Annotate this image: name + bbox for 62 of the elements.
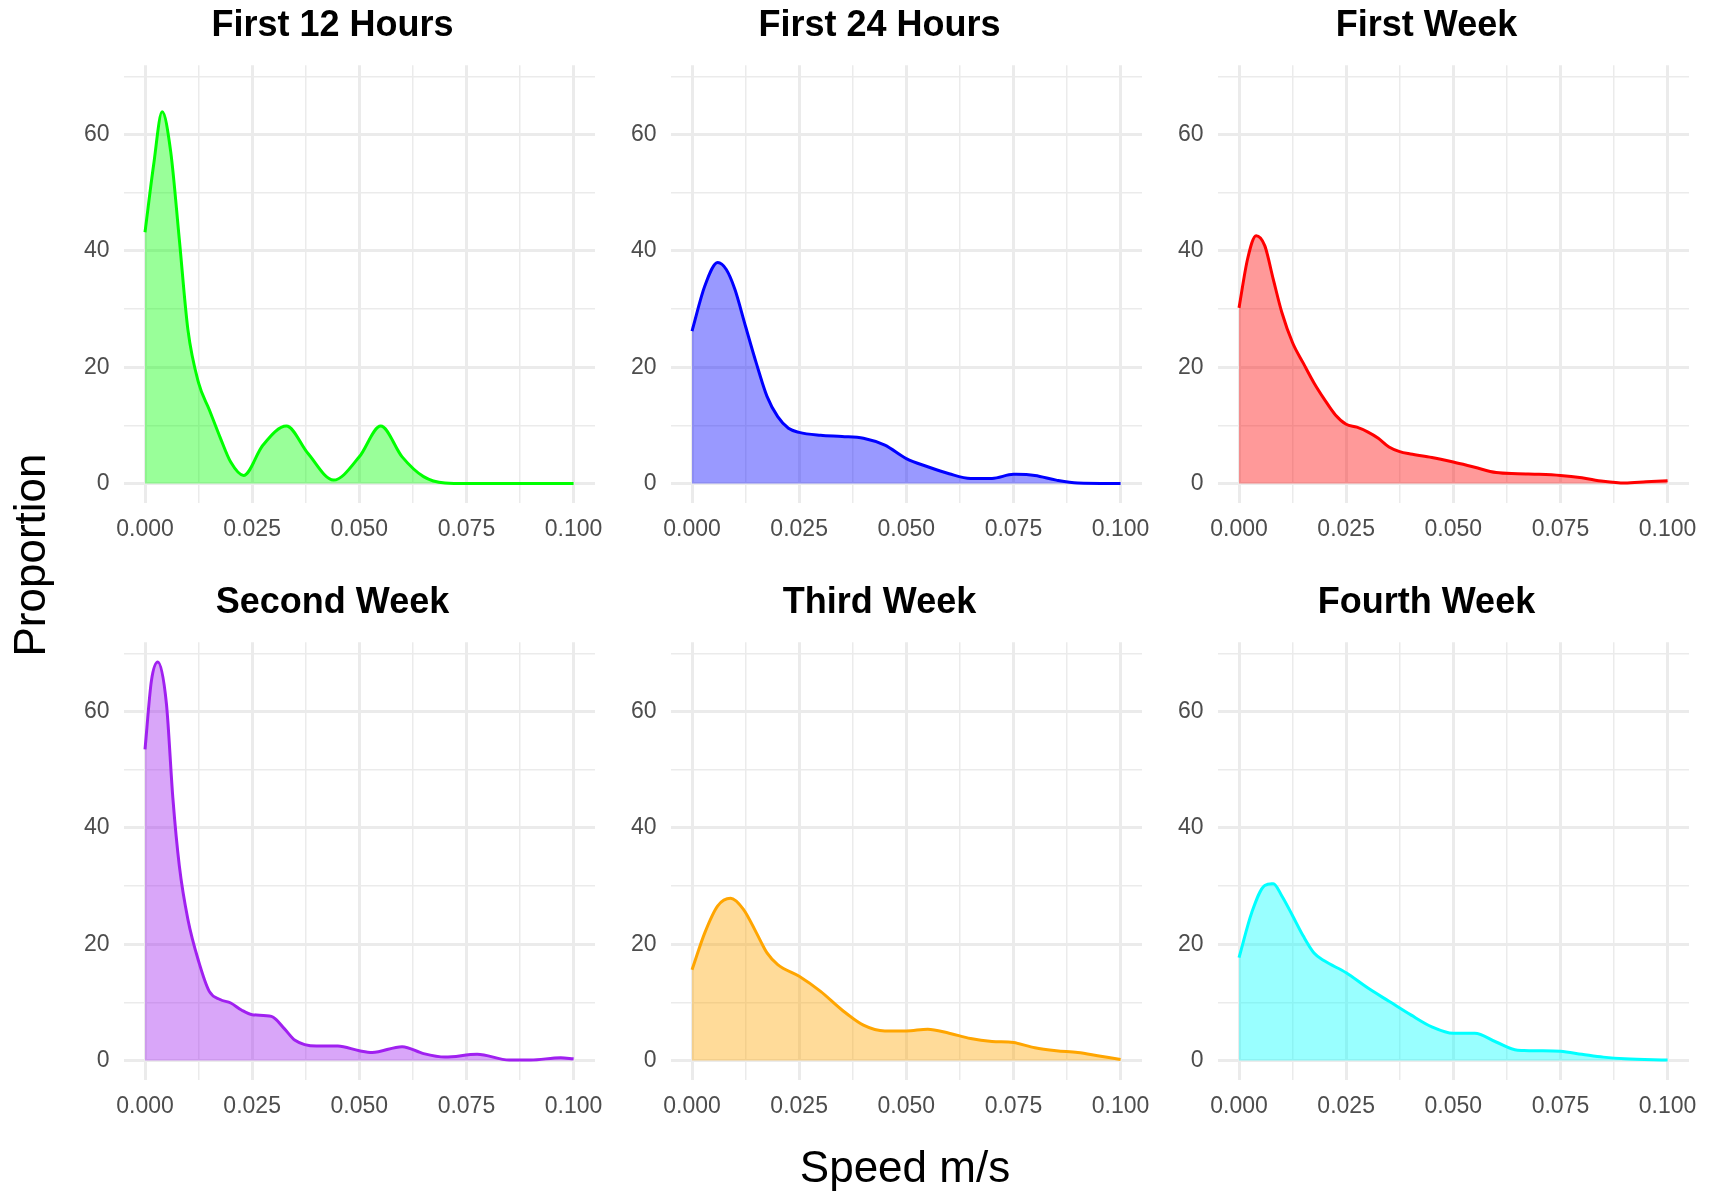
x-tick-label: 0.025 xyxy=(770,514,828,541)
x-tick-label: 0.025 xyxy=(770,1091,828,1118)
x-axis-title: Speed m/s xyxy=(799,1142,1011,1192)
x-tick-label: 0.050 xyxy=(330,1091,389,1118)
x-tick-label: 0.050 xyxy=(1424,514,1483,541)
x-tick-label: 0.025 xyxy=(1317,1091,1375,1118)
x-tick-label: 0.075 xyxy=(437,514,496,541)
chart-title: First 12 Hours xyxy=(211,2,454,44)
y-tick-label: 60 xyxy=(1177,696,1204,723)
x-tick-label: 0.025 xyxy=(223,1091,281,1118)
x-tick-label: 0.100 xyxy=(544,1091,603,1118)
y-tick-label: 0 xyxy=(96,468,110,495)
y-tick-label: 60 xyxy=(630,696,657,723)
y-tick-label: 0 xyxy=(643,1045,657,1072)
y-tick-label: 20 xyxy=(83,929,110,956)
x-tick-label: 0.100 xyxy=(1091,514,1150,541)
x-tick-label: 0.075 xyxy=(984,514,1043,541)
y-tick-label: 20 xyxy=(630,352,657,379)
x-tick-label: 0.100 xyxy=(1638,1091,1697,1118)
x-tick-label: 0.075 xyxy=(1531,1091,1590,1118)
x-tick-label: 0.075 xyxy=(437,1091,496,1118)
y-tick-label: 60 xyxy=(83,696,110,723)
x-tick-label: 0.000 xyxy=(116,1091,174,1118)
y-tick-label: 40 xyxy=(1177,236,1204,263)
x-tick-label: 0.000 xyxy=(663,1091,721,1118)
y-tick-label: 0 xyxy=(643,468,657,495)
x-tick-label: 0.100 xyxy=(1638,514,1697,541)
x-tick-label: 0.025 xyxy=(223,514,281,541)
chart-title: Second Week xyxy=(215,579,451,621)
x-tick-label: 0.000 xyxy=(663,514,721,541)
x-tick-label: 0.025 xyxy=(1317,514,1375,541)
x-tick-label: 0.050 xyxy=(877,514,936,541)
x-tick-label: 0.000 xyxy=(116,514,174,541)
y-tick-label: 40 xyxy=(83,813,110,840)
x-tick-label: 0.050 xyxy=(330,514,389,541)
x-tick-label: 0.100 xyxy=(544,514,603,541)
chart-title: First Week xyxy=(1335,2,1519,44)
y-tick-label: 20 xyxy=(630,929,657,956)
y-tick-label: 60 xyxy=(630,119,657,146)
x-tick-label: 0.100 xyxy=(1091,1091,1150,1118)
x-tick-label: 0.050 xyxy=(1424,1091,1483,1118)
y-tick-label: 20 xyxy=(1177,929,1204,956)
chart-title: First 24 Hours xyxy=(758,2,1001,44)
chart-title: Third Week xyxy=(782,579,978,621)
x-tick-label: 0.000 xyxy=(1210,514,1268,541)
y-tick-label: 40 xyxy=(1177,813,1204,840)
x-tick-label: 0.075 xyxy=(984,1091,1043,1118)
y-tick-label: 0 xyxy=(1190,1045,1204,1072)
y-tick-label: 60 xyxy=(1177,119,1204,146)
y-tick-label: 0 xyxy=(96,1045,110,1072)
y-tick-label: 20 xyxy=(83,352,110,379)
x-tick-label: 0.050 xyxy=(877,1091,936,1118)
x-tick-label: 0.000 xyxy=(1210,1091,1268,1118)
y-axis-title: Proportion xyxy=(5,453,55,657)
y-tick-label: 40 xyxy=(630,236,657,263)
y-tick-label: 20 xyxy=(1177,352,1204,379)
x-tick-label: 0.075 xyxy=(1531,514,1590,541)
chart-title: Fourth Week xyxy=(1317,579,1537,621)
y-tick-label: 40 xyxy=(83,236,110,263)
y-tick-label: 0 xyxy=(1190,468,1204,495)
y-tick-label: 60 xyxy=(83,119,110,146)
y-tick-label: 40 xyxy=(630,813,657,840)
